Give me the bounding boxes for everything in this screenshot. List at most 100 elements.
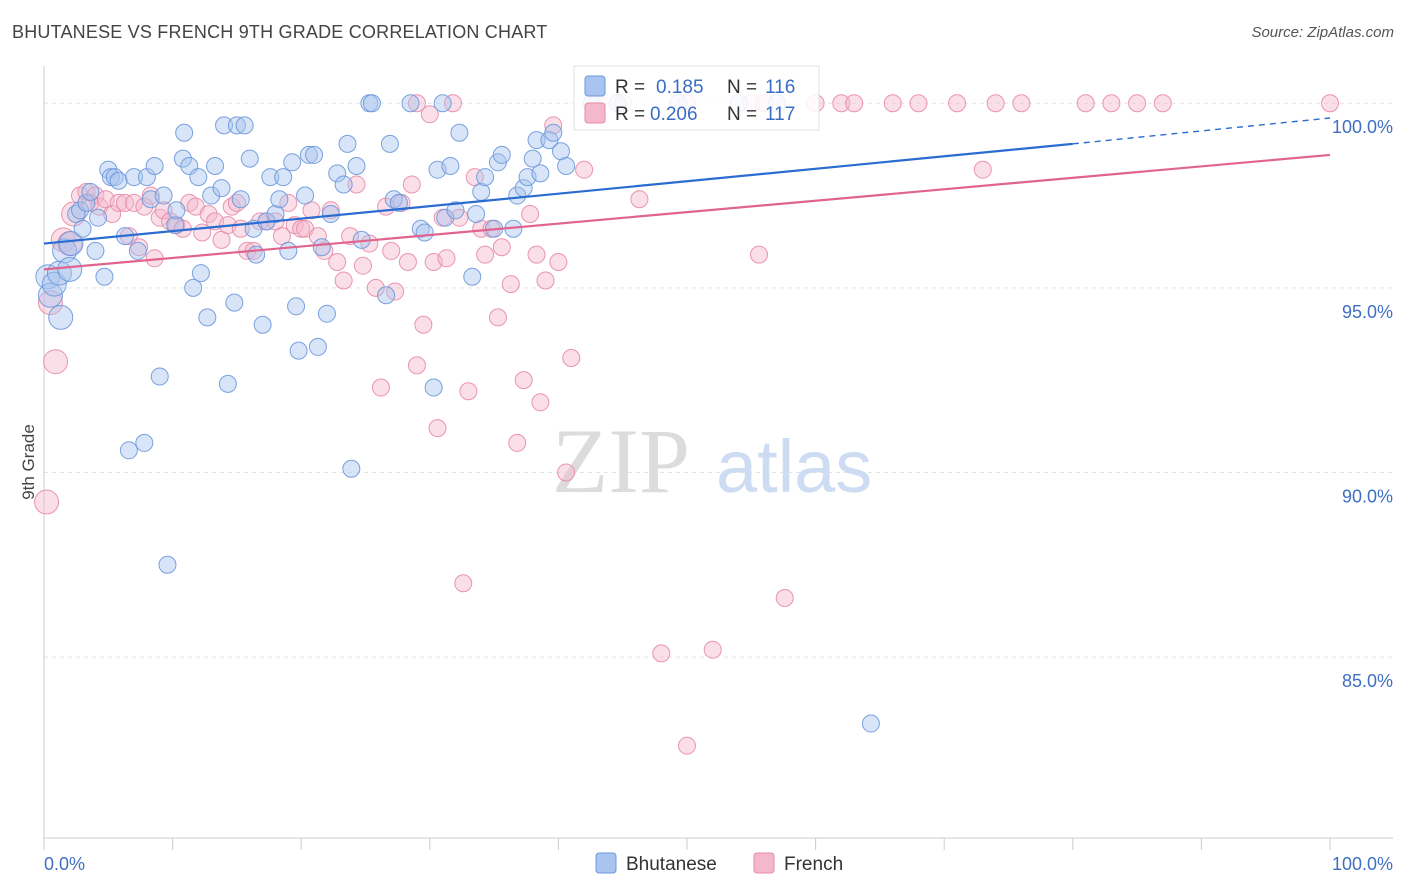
french-point <box>366 278 385 297</box>
french-point <box>420 105 439 124</box>
bhutanese-point <box>89 208 108 227</box>
french-point <box>37 290 63 316</box>
french-point <box>678 736 696 755</box>
legend-bhutanese-swatch <box>584 75 606 97</box>
french-point <box>443 94 462 113</box>
french-point <box>562 349 581 367</box>
french-trendline <box>43 153 1331 271</box>
legend-bhutanese-r: 0.185 <box>656 77 704 98</box>
bhutanese-point <box>492 145 511 164</box>
y-tick-label: 85.0% <box>1342 671 1393 691</box>
legend-top: R = 0.185 N = 116 R = 0.206 N = 117 <box>573 65 820 131</box>
bhutanese-point <box>81 182 100 201</box>
bhutanese-point <box>128 241 147 260</box>
bhutanese-point <box>312 238 331 257</box>
bhutanese-point <box>334 175 353 194</box>
bhutanese-point <box>73 219 92 238</box>
french-point <box>109 193 128 212</box>
legend-r-label: R = <box>615 104 645 125</box>
bhutanese-point <box>342 459 361 478</box>
bhutanese-point <box>202 186 221 205</box>
bhutanese-point <box>189 168 208 187</box>
french-point <box>454 574 473 593</box>
french-point <box>557 463 576 482</box>
french-point <box>125 193 144 212</box>
french-point <box>407 94 426 113</box>
watermark-zip: ZIP <box>552 410 690 512</box>
french-point <box>492 238 511 257</box>
bhutanese-point <box>384 190 403 209</box>
bhutanese-point <box>99 160 118 179</box>
bhutanese-point <box>167 201 186 220</box>
bhutanese-point <box>450 123 469 142</box>
bhutanese-point <box>389 193 408 212</box>
bhutanese-point <box>415 223 434 242</box>
french-point <box>883 94 902 113</box>
bhutanese-point <box>95 267 114 286</box>
watermark-atlas: atlas <box>716 425 872 508</box>
bhutanese-point <box>175 123 194 142</box>
bhutanese-point <box>305 145 324 164</box>
legend-n-label: N = <box>727 77 757 98</box>
bhutanese-point <box>321 205 340 223</box>
x-tick-label-0: 0.0% <box>44 854 85 874</box>
french-point <box>1102 94 1121 113</box>
french-point <box>948 94 967 113</box>
french-point <box>398 253 417 271</box>
legend-french-swatch <box>584 102 606 124</box>
bhutanese-point <box>225 293 244 312</box>
bhutanese-point <box>299 145 318 164</box>
bhutanese-point <box>380 134 399 153</box>
bhutanese-point <box>154 186 173 205</box>
french-point <box>103 205 122 223</box>
legend-bottom-bhutanese-label: Bhutanese <box>626 854 717 875</box>
french-point <box>86 186 105 205</box>
french-point <box>986 94 1005 113</box>
bhutanese-point <box>158 555 177 574</box>
bhutanese-point <box>145 157 164 175</box>
bhutanese-point <box>173 149 192 168</box>
legend-bottom: Bhutanese French <box>595 852 843 875</box>
watermark: ZIP atlas <box>552 410 872 512</box>
french-point <box>279 193 298 212</box>
french-point <box>575 160 594 179</box>
bhutanese-point <box>289 341 308 360</box>
french-point <box>909 94 928 113</box>
french-point <box>1076 94 1095 113</box>
bhutanese-point <box>308 337 327 356</box>
bhutanese-point <box>472 182 491 201</box>
french-point <box>141 186 160 205</box>
french-point <box>1153 94 1172 113</box>
bhutanese-point <box>191 264 210 283</box>
french-point <box>630 190 649 209</box>
french-point <box>334 271 353 290</box>
bhutanese-point <box>253 315 272 334</box>
bhutanese-point <box>86 241 105 260</box>
bhutanese-point <box>296 186 315 205</box>
bhutanese-point <box>231 190 250 209</box>
bhutanese-point <box>247 245 266 264</box>
bhutanese-point <box>279 241 298 260</box>
bhutanese-point <box>347 157 366 175</box>
french-point <box>832 94 851 113</box>
french-point <box>536 271 555 290</box>
y-tick-labels: 100.0% 95.0% 90.0% 85.0% <box>1332 117 1393 691</box>
legend-french-r: 0.206 <box>650 104 698 125</box>
bhutanese-point <box>270 190 289 209</box>
french-point <box>407 356 426 375</box>
french-point <box>459 382 478 401</box>
bhutanese-point <box>274 168 293 187</box>
bhutanese-point <box>287 297 306 316</box>
bhutanese-point <box>109 171 128 190</box>
bhutanese-point <box>227 116 246 135</box>
bhutanese-point <box>436 208 455 227</box>
bhutanese-point <box>235 116 254 135</box>
bhutanese-point <box>557 157 576 175</box>
trendlines <box>43 117 1331 271</box>
french-point <box>222 197 241 216</box>
french-point <box>402 175 421 194</box>
bhutanese-point <box>441 157 460 175</box>
bhutanese-point <box>48 304 74 330</box>
french-point <box>775 589 794 607</box>
bhutanese-point <box>71 201 90 220</box>
